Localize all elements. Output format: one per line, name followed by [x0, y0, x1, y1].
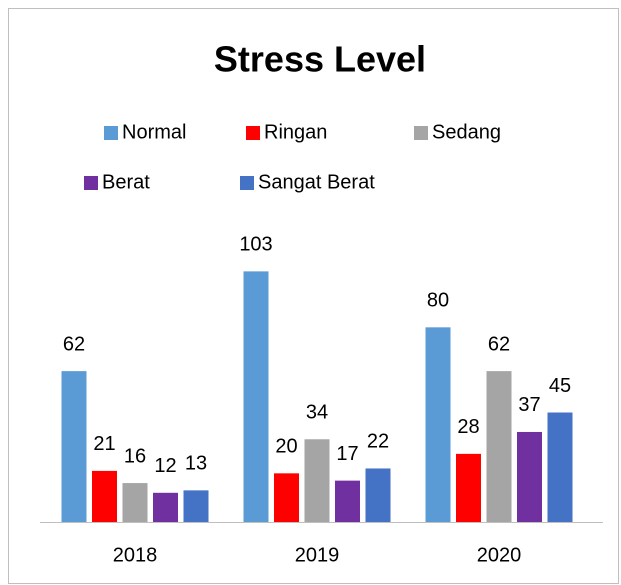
bar	[335, 480, 360, 522]
data-label: 22	[367, 431, 389, 453]
legend-swatch	[414, 126, 428, 140]
legend-label: Normal	[122, 121, 186, 143]
bar	[547, 412, 573, 522]
bar	[456, 453, 481, 522]
data-label: 103	[239, 234, 272, 256]
data-label: 13	[185, 453, 207, 475]
bar	[183, 490, 209, 522]
legend-swatch	[240, 176, 254, 190]
data-label: 12	[154, 455, 176, 477]
x-tick-label: 2019	[295, 544, 340, 566]
bar	[425, 327, 451, 522]
bar	[517, 431, 542, 522]
bar	[304, 439, 330, 522]
data-label: 28	[457, 416, 479, 438]
legend-label: Sangat Berat	[258, 171, 375, 193]
bar	[61, 371, 87, 522]
bar	[274, 473, 299, 522]
bar	[122, 483, 148, 522]
data-label: 80	[427, 290, 449, 312]
bar	[92, 470, 117, 522]
legend-label: Berat	[102, 171, 150, 193]
legend-label: Ringan	[264, 121, 327, 143]
data-label: 17	[336, 443, 358, 465]
data-label: 34	[306, 402, 328, 424]
legend-swatch	[246, 126, 260, 140]
x-tick-label: 2020	[477, 544, 522, 566]
data-label: 20	[275, 436, 297, 458]
bar	[153, 492, 178, 522]
legend-swatch	[104, 126, 118, 140]
bar	[486, 371, 512, 522]
bar	[365, 468, 391, 522]
data-label: 37	[518, 394, 540, 416]
data-label: 62	[488, 333, 510, 355]
legend-swatch	[84, 176, 98, 190]
chart-title: Stress Level	[214, 39, 426, 80]
data-label: 21	[93, 433, 115, 455]
data-label: 45	[549, 375, 571, 397]
x-tick-label: 2018	[113, 544, 158, 566]
legend-label: Sedang	[432, 121, 501, 143]
data-label: 62	[63, 333, 85, 355]
data-label: 16	[124, 445, 146, 467]
bar	[243, 271, 269, 522]
